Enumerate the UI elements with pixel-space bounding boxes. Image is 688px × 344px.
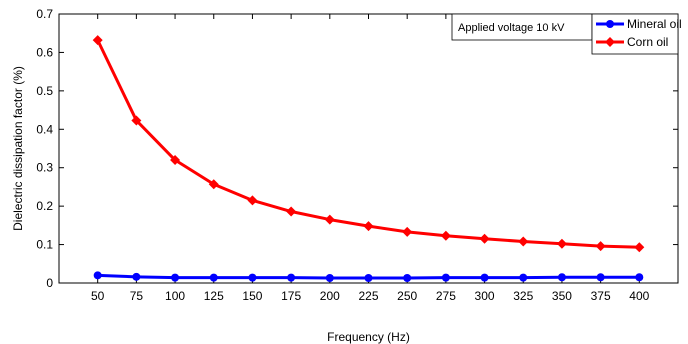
data-point <box>287 273 296 282</box>
x-tick-label: 175 <box>281 289 301 303</box>
data-point <box>519 273 528 282</box>
plot-area <box>58 13 679 284</box>
data-point <box>440 230 451 241</box>
data-point <box>208 179 219 190</box>
x-tick-label: 200 <box>320 289 340 303</box>
series-mineral-oil <box>93 271 644 283</box>
x-tick-label: 100 <box>165 289 185 303</box>
data-point <box>131 115 142 126</box>
data-point <box>363 221 374 232</box>
data-point <box>634 242 645 253</box>
legend-entry: Corn oil <box>596 35 668 49</box>
x-tick-label: 125 <box>204 289 224 303</box>
data-point <box>92 35 103 46</box>
annotation-text: Applied voltage 10 kV <box>458 22 565 34</box>
x-tick-label: 150 <box>242 289 262 303</box>
legend-entry: Mineral oil <box>596 17 682 31</box>
axis-ticks: 50 75 100 125 150 175 200 225 250 275 300 325 350 375… <box>36 7 678 303</box>
y-tick-label: 0.2 <box>36 199 53 213</box>
data-point <box>557 273 566 282</box>
x-tick-label: 75 <box>130 289 144 303</box>
x-tick-label: 225 <box>358 289 378 303</box>
data-point <box>171 273 180 282</box>
x-tick-label: 275 <box>436 289 456 303</box>
y-tick-label: 0.4 <box>36 122 53 136</box>
series-corn-oil <box>92 35 645 253</box>
data-point <box>247 195 258 206</box>
y-tick-label: 0.1 <box>36 238 53 252</box>
x-tick-label: 400 <box>629 289 649 303</box>
data-point <box>556 238 567 249</box>
data-point <box>595 241 606 252</box>
y-tick-label: 0.5 <box>36 84 53 98</box>
data-point <box>364 274 373 283</box>
data-point <box>518 236 529 247</box>
data-point <box>170 155 181 166</box>
data-point <box>635 273 644 282</box>
data-point <box>596 273 605 282</box>
data-point <box>324 214 335 225</box>
data-point <box>325 274 334 283</box>
data-point <box>93 271 102 280</box>
x-tick-label: 250 <box>397 289 417 303</box>
x-tick-label: 300 <box>475 289 495 303</box>
data-point <box>403 274 412 283</box>
data-point <box>132 272 141 281</box>
data-point <box>286 206 297 217</box>
annotation: Applied voltage 10 kV <box>451 13 593 41</box>
data-point <box>209 273 218 282</box>
x-axis-label: Frequency (Hz) <box>327 330 410 344</box>
y-tick-label: 0.7 <box>36 7 53 21</box>
legend-box <box>591 13 679 55</box>
legend-label: Corn oil <box>627 35 668 49</box>
data-point <box>480 273 489 282</box>
data-point <box>402 226 413 237</box>
series-layer <box>92 35 645 283</box>
legend-marker <box>605 37 615 47</box>
x-tick-label: 350 <box>552 289 572 303</box>
x-tick-label: 50 <box>91 289 105 303</box>
x-tick-label: 375 <box>591 289 611 303</box>
legend-marker <box>606 20 614 28</box>
legend-label: Mineral oil <box>627 17 682 31</box>
data-point <box>441 273 450 282</box>
y-tick-label: 0.3 <box>36 161 53 175</box>
data-point <box>479 233 490 244</box>
data-point <box>248 273 257 282</box>
y-tick-label: 0 <box>46 276 53 290</box>
y-axis-label: Dielectric dissipation factor (%) <box>11 66 25 231</box>
legend: Mineral oil Corn oil <box>591 13 682 55</box>
x-tick-label: 325 <box>513 289 533 303</box>
y-tick-label: 0.6 <box>36 45 53 59</box>
